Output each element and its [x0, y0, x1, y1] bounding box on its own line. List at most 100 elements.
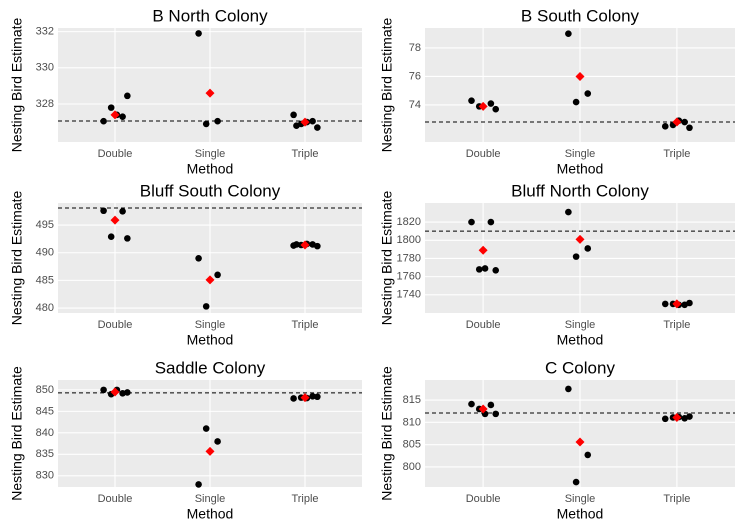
data-point — [293, 241, 300, 248]
y-tick-label: 480 — [36, 302, 54, 314]
mean-marker — [300, 393, 310, 403]
mean-marker — [478, 404, 488, 414]
mean-marker — [205, 446, 215, 456]
data-point — [492, 410, 500, 418]
mean-marker — [300, 240, 310, 250]
y-tick-label: 800 — [403, 461, 421, 473]
data-point — [202, 303, 210, 310]
x-tick-label: Double — [98, 493, 133, 505]
data-point — [293, 122, 300, 130]
data-point — [309, 393, 316, 400]
y-tick-label: 845 — [36, 405, 54, 417]
x-tick-label: Double — [98, 319, 133, 331]
data-point — [195, 254, 202, 262]
data-point — [119, 207, 126, 215]
data-point — [119, 113, 126, 120]
y-tick-label: 830 — [36, 470, 54, 482]
y-tick-label: 490 — [36, 247, 54, 259]
data-point — [314, 393, 321, 401]
y-tick-label: 840 — [36, 427, 54, 439]
data-point — [572, 253, 580, 260]
mean-marker — [205, 275, 215, 285]
y-tick-label: 810 — [403, 416, 421, 428]
data-point — [584, 90, 592, 97]
mean-marker — [300, 117, 310, 127]
data-point — [481, 265, 489, 272]
x-tick-label: Triple — [291, 319, 318, 331]
mean-marker — [478, 101, 488, 111]
y-tick-label: 332 — [36, 26, 54, 38]
x-axis-title: Method — [557, 332, 604, 348]
data-point — [681, 118, 688, 126]
y-axis-title: Nesting Bird Estimate — [379, 17, 395, 152]
x-tick-label: Triple — [663, 148, 690, 160]
data-point — [290, 111, 297, 119]
mean-marker — [575, 234, 585, 244]
data-point — [314, 242, 321, 250]
x-axis-title: Method — [557, 506, 604, 522]
mean-marker — [110, 110, 120, 120]
data-point — [565, 30, 572, 37]
data-point — [686, 299, 693, 307]
y-tick-label: 74 — [409, 99, 421, 111]
mean-marker — [110, 387, 120, 397]
data-point — [100, 207, 107, 215]
data-point — [492, 266, 500, 274]
y-tick-label: 850 — [36, 384, 54, 396]
x-axis-title: Method — [557, 161, 604, 177]
x-axis-title: Method — [187, 161, 234, 177]
y-tick-label: 1740 — [397, 289, 421, 301]
y-tick-label: 1780 — [397, 252, 421, 264]
x-tick-label: Single — [195, 319, 226, 331]
panel-title: Saddle Colony — [155, 358, 266, 377]
y-tick-label: 78 — [409, 42, 421, 54]
data-point — [661, 415, 669, 423]
y-axis-title: Nesting Bird Estimate — [379, 190, 395, 325]
data-point — [661, 123, 669, 130]
mean-marker — [672, 412, 682, 422]
data-point — [487, 100, 495, 107]
x-tick-label: Single — [565, 319, 596, 331]
panel-title: Bluff South Colony — [140, 181, 281, 200]
data-point — [214, 438, 221, 445]
data-point — [661, 300, 669, 308]
panel-title: B South Colony — [521, 6, 640, 25]
y-axis-title: Nesting Bird Estimate — [379, 366, 395, 501]
y-tick-label: 815 — [403, 394, 421, 406]
data-point — [124, 389, 131, 396]
data-point — [124, 235, 131, 242]
data-point — [584, 245, 592, 252]
x-tick-label: Double — [98, 148, 133, 160]
x-tick-label: Triple — [291, 148, 318, 160]
y-axis-title: Nesting Bird Estimate — [9, 366, 25, 501]
data-point — [309, 117, 316, 125]
x-tick-label: Triple — [663, 493, 690, 505]
x-axis-title: Method — [187, 332, 234, 348]
y-tick-label: 328 — [36, 98, 54, 110]
data-point — [214, 117, 221, 125]
x-tick-label: Single — [565, 148, 596, 160]
data-point — [584, 451, 592, 459]
data-point — [686, 124, 693, 132]
data-point — [468, 97, 475, 104]
x-tick-label: Triple — [291, 493, 318, 505]
data-point — [107, 233, 115, 241]
mean-marker — [672, 117, 682, 127]
data-point — [314, 124, 321, 131]
mean-marker — [575, 71, 585, 81]
data-point — [195, 30, 202, 37]
data-point — [468, 400, 475, 408]
data-point — [475, 266, 483, 273]
y-tick-label: 1800 — [397, 234, 421, 246]
x-tick-label: Triple — [663, 319, 690, 331]
data-point — [290, 395, 297, 402]
y-tick-label: 76 — [409, 70, 421, 82]
data-point — [214, 271, 221, 279]
panel-title: Bluff North Colony — [511, 181, 649, 200]
x-tick-label: Single — [195, 493, 226, 505]
y-tick-label: 485 — [36, 274, 54, 286]
panel-title: B North Colony — [152, 6, 268, 25]
data-point — [565, 208, 572, 216]
mean-marker — [110, 215, 120, 225]
data-point — [195, 481, 202, 488]
